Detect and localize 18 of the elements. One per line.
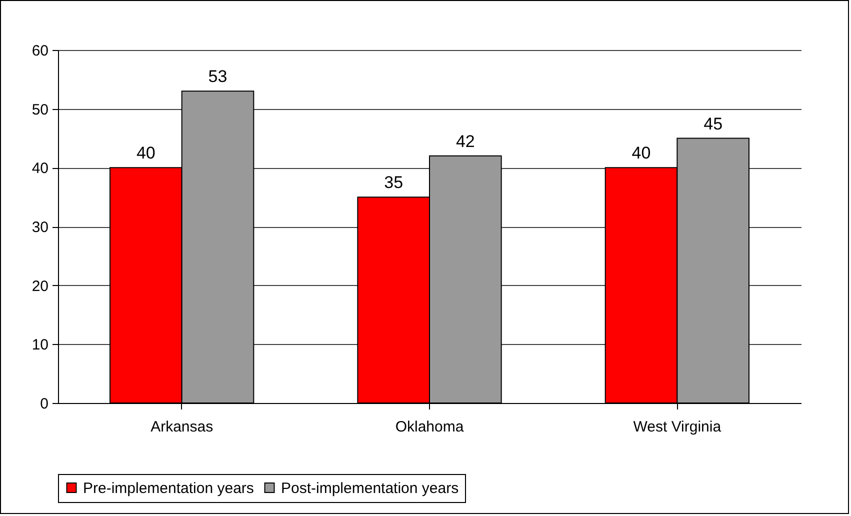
y-tick-label: 60 xyxy=(32,42,48,60)
legend-label: Post-implementation years xyxy=(281,480,459,497)
data-label: 42 xyxy=(456,132,475,151)
y-tick-label: 30 xyxy=(32,219,48,236)
data-label: 35 xyxy=(384,173,404,192)
data-label: 40 xyxy=(632,144,651,163)
y-tick-label: 10 xyxy=(32,336,48,354)
x-tick-label: Arkansas xyxy=(150,418,214,436)
y-tick-label: 20 xyxy=(32,278,48,295)
x-tick-label: West Virginia xyxy=(633,418,722,436)
y-tick-label: 40 xyxy=(32,160,48,178)
legend-label: Pre-implementation years xyxy=(83,480,254,497)
data-label: 53 xyxy=(208,67,228,86)
y-tick-label: 50 xyxy=(32,101,48,118)
data-label: 40 xyxy=(136,144,156,163)
x-tick-label: Oklahoma xyxy=(395,418,464,436)
y-tick-label: 0 xyxy=(40,396,48,412)
data-label: 45 xyxy=(704,114,723,134)
